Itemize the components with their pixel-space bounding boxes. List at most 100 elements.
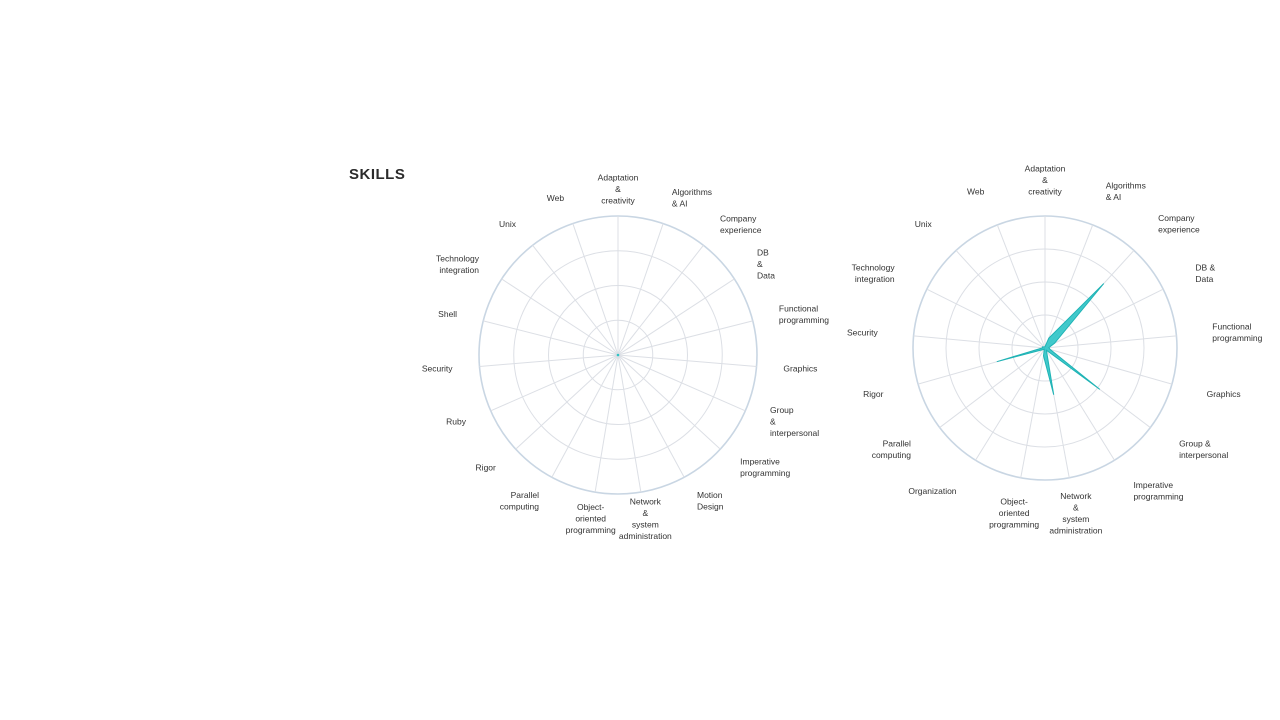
radar-spoke <box>617 354 721 450</box>
radar-axis-label-line: interpersonal <box>770 428 819 438</box>
radar-axis-label-line: Rigor <box>476 462 496 472</box>
radar-axis-label-line: Organization <box>908 486 956 496</box>
radar-axis-label: Adaptation & creativity <box>1025 164 1066 197</box>
radar-axis-label: Motion Design <box>697 490 724 512</box>
radar-axis-label-line: Graphics <box>783 364 817 374</box>
radar-axis-label: Object-oriented programming <box>989 497 1039 530</box>
radar-axis-label-line: Technology <box>852 262 896 272</box>
radar-axis-label: Technology integration <box>852 262 896 284</box>
radar-axis-label-line: & <box>770 417 776 427</box>
radar-axis-label-line: Unix <box>499 219 517 229</box>
radar-axis-label-line: experience <box>720 225 762 235</box>
radar-series-area <box>996 283 1105 395</box>
section-title: SKILLS <box>349 166 406 183</box>
radar-spoke <box>617 245 704 356</box>
radar-axis-label-line: Web <box>547 193 565 203</box>
radar-spoke <box>617 354 685 478</box>
radar-axis-label: Company experience <box>720 213 762 235</box>
radar-axis-label-line: Object- <box>577 502 605 512</box>
radar-axis-label: Imperative programming <box>740 457 790 479</box>
radar-axis-label-line: Unix <box>915 219 933 229</box>
radar-axis-label: Group & interpersonal <box>770 405 819 438</box>
radar-spoke <box>617 278 735 356</box>
radar-spoke <box>490 354 619 412</box>
radar-axis-label: Graphics <box>1207 389 1241 399</box>
radar-axis-label: Functional programming <box>1212 322 1262 344</box>
radar-axis-label-line: Design <box>697 502 724 512</box>
radar-spoke <box>1044 335 1177 349</box>
radar-axis-label: Algorithms & AI <box>672 187 712 209</box>
radar-spoke <box>483 320 619 356</box>
radar-axis-label-line: Functional <box>1212 322 1251 332</box>
radar-axis-label-line: creativity <box>601 196 635 206</box>
radar-axis-label: Network & system administration <box>619 496 672 541</box>
radar-axis-label: Rigor <box>476 462 496 472</box>
radar-spoke <box>617 223 664 356</box>
radar-spoke <box>913 335 1046 349</box>
radar-axis-label-line: creativity <box>1028 187 1062 197</box>
radar-axis-label-line: Network <box>630 496 662 506</box>
radar-spoke <box>1020 347 1046 478</box>
radar-axis-label-line: Adaptation <box>598 173 639 183</box>
radar-axis-label-line: interpersonal <box>1179 450 1228 460</box>
radar-axis-label-line: programming <box>740 468 790 478</box>
radar-spoke <box>1044 347 1115 461</box>
radar-axis-label-line: Graphics <box>1207 389 1241 399</box>
radar-axis-label-line: Group <box>770 405 794 415</box>
radar-axis-label-line: Algorithms <box>1106 181 1146 191</box>
radar-axis-label-line: computing <box>500 502 539 512</box>
radar-axis-label: Object-oriented programming <box>566 502 616 535</box>
radar-axis-label: Imperative programming <box>1133 480 1183 502</box>
radar-axis-label-line: & <box>1073 502 1079 512</box>
radar-spoke <box>975 347 1046 461</box>
radar-axis-label-line: Technology <box>436 253 480 263</box>
radar-axis-label: Shell <box>438 309 457 319</box>
radar-spoke <box>926 288 1046 349</box>
radar-axis-label: Graphics <box>783 364 817 374</box>
radar-axis-label: Company experience <box>1158 213 1200 235</box>
radar-axis-label: Functional programming <box>779 303 829 325</box>
radar-axis-label-line: programming <box>779 315 829 325</box>
radar-spoke <box>996 224 1046 349</box>
radar-spoke <box>1044 224 1094 349</box>
radar-spoke <box>551 354 619 478</box>
radar-axis-label-line: computing <box>872 450 911 460</box>
radar-axis-label-line: & AI <box>672 199 688 209</box>
radar-axis-label-line: oriented <box>999 508 1030 518</box>
radar-axis-label-line: Company <box>1158 213 1195 223</box>
radar-axis-label: Unix <box>499 219 517 229</box>
radar-axis-label-line: Parallel <box>883 438 911 448</box>
radar-axis-label-line: Imperative <box>1133 480 1173 490</box>
radar-axis-label-line: Shell <box>438 309 457 319</box>
radar-spoke <box>617 354 746 412</box>
radar-axis-label: Algorithms & AI <box>1106 181 1146 203</box>
radar-axis-label-line: programming <box>1212 333 1262 343</box>
radar-axis-label-line: Rigor <box>863 389 883 399</box>
radar-spoke <box>501 278 619 356</box>
radar-axis-label: Unix <box>915 219 933 229</box>
radar-axis-label: Parallel computing <box>872 438 911 460</box>
radar-axis-label: DB & Data <box>757 248 775 281</box>
radar-axis-label-line: Data <box>757 271 775 281</box>
radar-spoke <box>532 245 619 356</box>
radar-axis-label-line: Data <box>1195 274 1213 284</box>
radar-spoke <box>939 347 1046 428</box>
radar-axis-label-line: Web <box>967 186 985 196</box>
radar-axis-label-line: Network <box>1060 491 1092 501</box>
radar-axis-label: Security <box>422 364 453 374</box>
radar-axis-label: Security <box>847 327 878 337</box>
radar-spoke <box>955 250 1046 349</box>
radar-axis-label-line: Company <box>720 213 757 223</box>
radar-spoke <box>1044 347 1173 385</box>
radar-axis-label: DB & Data <box>1195 262 1215 284</box>
radar-spoke <box>1044 288 1164 349</box>
radar-axis-label: Organization <box>908 486 956 496</box>
radar-axis-label-line: Algorithms <box>672 187 712 197</box>
radar-axis-label-line: Security <box>422 364 453 374</box>
radar-axis-label-line: system <box>1062 514 1089 524</box>
radar-axis-label-line: experience <box>1158 225 1200 235</box>
radar-axis-label: Technology integration <box>436 253 480 275</box>
radar-axis-label-line: & <box>1042 175 1048 185</box>
